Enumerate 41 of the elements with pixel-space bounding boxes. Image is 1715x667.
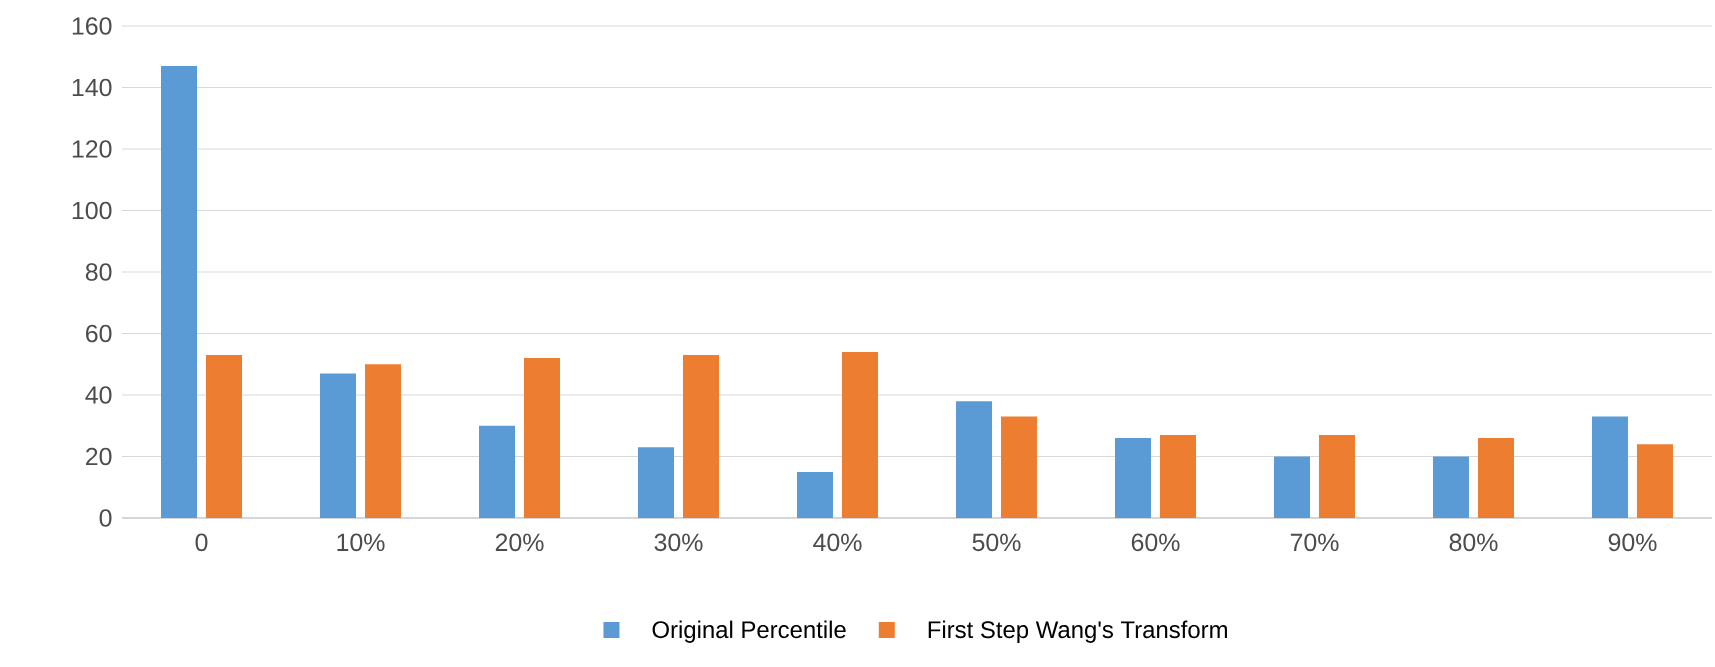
- y-tick-label: 100: [72, 201, 112, 220]
- y-tick-label: 140: [72, 78, 112, 97]
- x-tick-label: 50%: [972, 533, 1021, 552]
- bar: [1432, 456, 1469, 518]
- x-tick-label: 90%: [1608, 533, 1657, 552]
- bar: [841, 351, 878, 518]
- x-tick-label: 20%: [495, 533, 544, 552]
- bar: [1159, 434, 1196, 518]
- x-tick-label: 70%: [1290, 533, 1339, 552]
- y-tick-label: 40: [85, 386, 112, 404]
- x-tick-label: 80%: [1449, 533, 1498, 552]
- bar: [955, 401, 992, 518]
- x-tick-label: 30%: [654, 533, 703, 552]
- x-tick-label: 10%: [337, 533, 385, 552]
- bar: [1591, 416, 1628, 518]
- bar: [1318, 434, 1355, 518]
- bar: [1273, 456, 1310, 518]
- x-tick-label: 60%: [1131, 533, 1180, 552]
- bar: [682, 355, 719, 518]
- bar: [524, 358, 560, 518]
- bar: [796, 471, 833, 518]
- bar: [206, 355, 242, 518]
- y-tick-label: 80: [85, 263, 112, 281]
- x-tick-label: 40%: [813, 533, 862, 552]
- bar: [161, 65, 197, 518]
- bar: [1477, 438, 1514, 518]
- bar: [1636, 444, 1673, 518]
- y-tick-label: 60: [86, 324, 112, 343]
- bar: [479, 425, 515, 518]
- y-tick-label: 120: [72, 140, 112, 158]
- x-tick-label: 0: [195, 533, 208, 552]
- y-tick-label: 0: [99, 509, 112, 527]
- bar: [320, 373, 356, 518]
- legend-label: Original Percentile: [652, 620, 846, 643]
- legend-label: First Step Wang's Transform: [928, 620, 1227, 643]
- y-tick-label: 160: [72, 17, 112, 35]
- bar: [1114, 438, 1151, 518]
- bar: [1000, 416, 1037, 518]
- y-tick-label: 20: [86, 447, 112, 466]
- bar: [637, 447, 674, 518]
- bar: [365, 364, 401, 518]
